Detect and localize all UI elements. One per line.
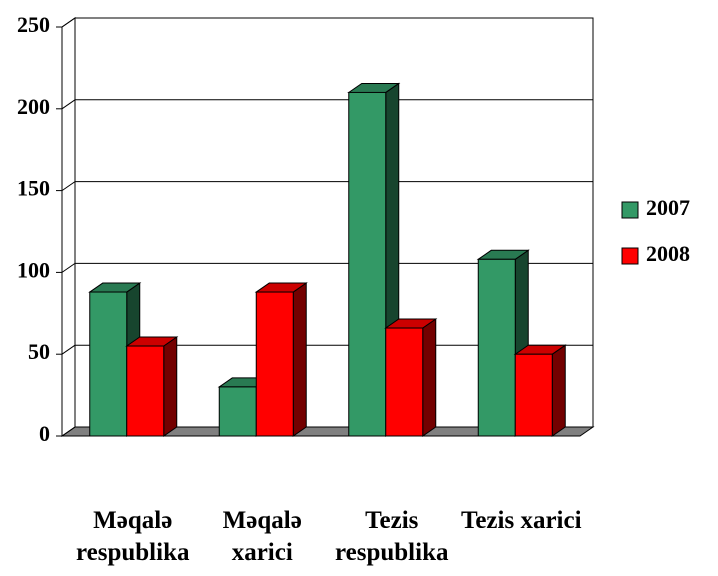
grid-line-side	[61, 181, 76, 192]
y-tick-label: 100	[17, 257, 50, 282]
bar	[348, 91, 387, 437]
bar	[218, 386, 257, 437]
x-tick-label: Tezis xarici	[460, 507, 582, 534]
grid-line-side	[61, 426, 76, 437]
legend-label: 2008	[646, 241, 690, 266]
x-tick-label: Məqalə xarici	[222, 507, 302, 566]
y-tick-label: 150	[17, 176, 50, 201]
bar	[477, 258, 516, 437]
bar-side	[422, 318, 437, 437]
x-tick-label: Məqalə respublika	[76, 507, 190, 566]
bar	[255, 291, 294, 437]
x-tick-label: Tezis respublika	[335, 507, 449, 566]
bar	[89, 291, 128, 437]
bar	[385, 327, 424, 437]
y-tick-label: 250	[17, 12, 50, 37]
bar-side	[551, 344, 566, 437]
y-tick-label: 0	[39, 421, 50, 446]
grid-line-side	[61, 17, 76, 28]
grid-line-side	[61, 344, 76, 355]
legend-swatch	[621, 247, 639, 265]
bar-side	[292, 282, 307, 437]
bar	[514, 353, 553, 437]
legend-swatch	[621, 201, 639, 219]
y-tick-label: 200	[17, 94, 50, 119]
grid-line-side	[61, 262, 76, 273]
side-wall	[61, 17, 76, 437]
grid-line-side	[61, 99, 76, 110]
y-tick-label: 50	[28, 339, 50, 364]
bar	[126, 345, 165, 437]
legend-label: 2007	[646, 195, 690, 220]
bar-side	[163, 336, 178, 437]
